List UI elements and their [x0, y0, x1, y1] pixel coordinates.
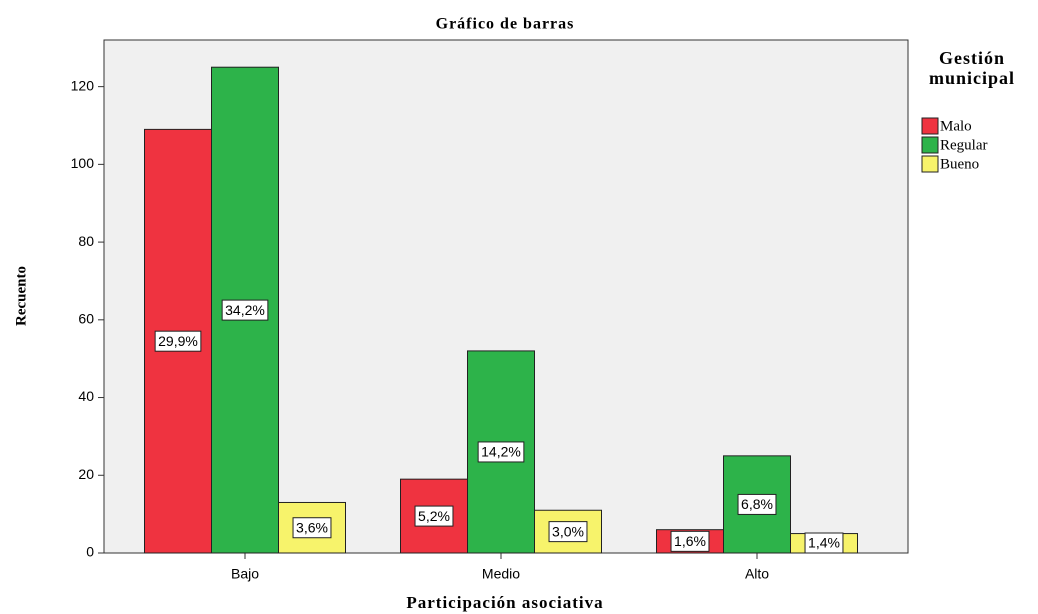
data-label-box: [414, 505, 454, 527]
data-label-box: [804, 532, 844, 554]
y-tick-label: 40: [78, 388, 94, 404]
y-tick-label: 80: [78, 233, 94, 249]
data-label: 29,9%: [158, 333, 198, 349]
y-tick-label: 100: [71, 155, 95, 171]
legend-swatch: [921, 117, 939, 135]
legend-label: Malo: [940, 118, 972, 134]
data-label-box: [477, 441, 525, 463]
legend-swatch: [921, 136, 939, 154]
data-label: 6,8%: [741, 496, 773, 512]
data-label-box: [221, 299, 269, 321]
data-label: 34,2%: [225, 302, 265, 318]
x-tick-label: Medio: [482, 566, 520, 582]
legend-label: Regular: [940, 137, 987, 153]
x-tick-label: Bajo: [231, 566, 259, 582]
y-tick-label: 0: [86, 544, 94, 560]
legend-swatch: [921, 155, 939, 173]
chart-title: Gráfico de barras: [436, 16, 575, 33]
data-label-box: [737, 493, 777, 515]
data-label-box: [292, 517, 332, 539]
data-label: 3,0%: [552, 523, 584, 539]
y-tick-label: 60: [78, 311, 94, 327]
bar: [723, 455, 791, 554]
data-label: 5,2%: [418, 508, 450, 524]
x-axis-label: Participación asociativa: [406, 593, 603, 612]
legend-title: Gestión municipal: [928, 48, 1016, 88]
legend-label: Bueno: [940, 156, 979, 172]
y-tick-label: 20: [78, 466, 94, 482]
data-label-box: [548, 521, 588, 543]
y-axis-label: Recuento: [13, 266, 29, 326]
x-tick-label: Alto: [745, 566, 769, 582]
data-label: 1,6%: [674, 533, 706, 549]
data-label: 3,6%: [296, 519, 328, 535]
data-label-box: [154, 330, 202, 352]
data-label: 1,4%: [808, 535, 840, 551]
data-label-box: [670, 530, 710, 552]
y-tick-label: 120: [71, 77, 95, 93]
data-label: 14,2%: [481, 444, 521, 460]
